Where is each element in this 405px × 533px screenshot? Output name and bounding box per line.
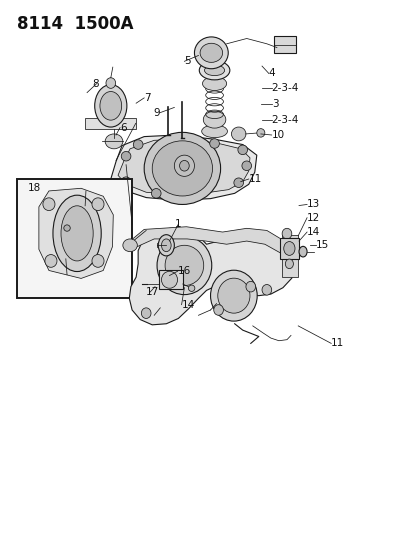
Text: 1: 1	[174, 219, 181, 229]
Ellipse shape	[158, 235, 174, 256]
Ellipse shape	[203, 111, 226, 128]
Ellipse shape	[246, 281, 256, 292]
Ellipse shape	[202, 125, 228, 138]
Ellipse shape	[188, 285, 195, 292]
Ellipse shape	[152, 141, 213, 196]
Ellipse shape	[165, 245, 204, 286]
Text: 10: 10	[272, 130, 285, 140]
Ellipse shape	[92, 198, 104, 211]
Text: 8114  1500A: 8114 1500A	[17, 14, 134, 33]
Ellipse shape	[234, 178, 243, 188]
Ellipse shape	[202, 77, 227, 91]
Ellipse shape	[151, 189, 161, 198]
Ellipse shape	[121, 151, 131, 161]
Text: 14: 14	[181, 300, 195, 310]
Text: 4: 4	[269, 69, 275, 78]
Ellipse shape	[262, 285, 272, 295]
Ellipse shape	[210, 139, 220, 148]
Polygon shape	[118, 139, 250, 195]
Ellipse shape	[242, 161, 252, 171]
Ellipse shape	[141, 308, 151, 318]
Text: 5: 5	[184, 56, 191, 66]
Ellipse shape	[199, 61, 230, 80]
Polygon shape	[282, 235, 298, 277]
Text: 15: 15	[316, 240, 329, 251]
Polygon shape	[129, 228, 295, 325]
Ellipse shape	[299, 246, 307, 257]
Ellipse shape	[174, 155, 194, 176]
Ellipse shape	[64, 225, 70, 231]
Ellipse shape	[95, 85, 127, 127]
Bar	[17, 179, 132, 298]
Text: 12: 12	[307, 213, 320, 223]
Ellipse shape	[61, 206, 93, 261]
Ellipse shape	[179, 160, 189, 171]
Text: 6: 6	[120, 123, 127, 133]
Bar	[274, 36, 296, 53]
Text: 16: 16	[177, 266, 191, 276]
Text: 8: 8	[92, 78, 98, 88]
Text: 2-3-4: 2-3-4	[272, 83, 299, 93]
Text: 11: 11	[249, 174, 262, 184]
Ellipse shape	[200, 43, 223, 62]
Text: 18: 18	[28, 183, 41, 193]
Text: 7: 7	[144, 93, 151, 103]
Ellipse shape	[100, 92, 122, 120]
Bar	[280, 238, 299, 259]
Polygon shape	[111, 135, 257, 200]
Ellipse shape	[238, 145, 247, 155]
Ellipse shape	[43, 198, 55, 211]
Text: 3: 3	[272, 99, 278, 109]
Ellipse shape	[162, 239, 171, 252]
Ellipse shape	[45, 255, 57, 267]
Ellipse shape	[157, 236, 212, 295]
Ellipse shape	[282, 228, 292, 239]
Ellipse shape	[214, 305, 224, 316]
Text: 13: 13	[307, 199, 320, 209]
Ellipse shape	[105, 134, 123, 149]
Text: 2-3-4: 2-3-4	[272, 115, 299, 125]
Text: 14: 14	[307, 227, 320, 237]
Ellipse shape	[162, 271, 177, 288]
Ellipse shape	[133, 140, 143, 149]
Ellipse shape	[123, 239, 137, 252]
Bar	[160, 270, 183, 289]
Polygon shape	[85, 106, 136, 128]
Ellipse shape	[284, 241, 295, 255]
Text: 17: 17	[145, 287, 159, 297]
Ellipse shape	[144, 132, 221, 205]
Ellipse shape	[257, 128, 265, 137]
Polygon shape	[39, 188, 113, 278]
Ellipse shape	[92, 255, 104, 267]
Ellipse shape	[194, 37, 228, 69]
Ellipse shape	[53, 195, 101, 271]
Ellipse shape	[205, 65, 225, 76]
Ellipse shape	[218, 278, 250, 313]
Ellipse shape	[121, 177, 131, 187]
Polygon shape	[128, 227, 292, 259]
Ellipse shape	[286, 259, 293, 269]
Ellipse shape	[232, 127, 246, 141]
Text: 9: 9	[153, 108, 160, 118]
Text: 11: 11	[331, 338, 345, 349]
Ellipse shape	[211, 270, 257, 321]
Ellipse shape	[106, 78, 115, 88]
